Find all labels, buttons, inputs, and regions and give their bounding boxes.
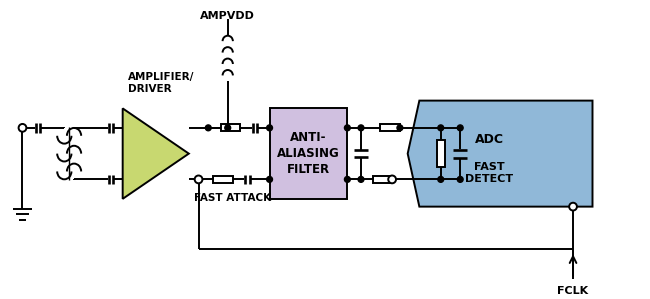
Polygon shape [123,109,188,199]
Text: FAST
DETECT: FAST DETECT [465,162,514,184]
Circle shape [458,125,463,131]
Circle shape [397,125,403,131]
Circle shape [358,125,364,131]
Circle shape [438,176,444,182]
Bar [372,176,392,183]
Circle shape [358,176,364,182]
Bar [213,176,233,183]
Bar [270,109,347,199]
Circle shape [388,176,396,183]
Text: ADC: ADC [475,132,504,146]
Circle shape [266,125,272,131]
Text: FAST ATTACK: FAST ATTACK [194,193,271,203]
Bar [380,124,400,131]
Circle shape [458,176,463,182]
Circle shape [19,124,27,132]
Circle shape [569,203,577,210]
Circle shape [344,176,350,182]
Circle shape [438,125,444,131]
Circle shape [266,176,272,182]
Text: ANTI-
ALIASING
FILTER: ANTI- ALIASING FILTER [277,131,340,176]
Polygon shape [408,100,593,207]
Circle shape [344,125,350,131]
Bar [221,124,240,131]
Circle shape [205,125,211,131]
Circle shape [194,176,202,183]
Text: AMPVDD: AMPVDD [200,11,255,21]
Bar [437,140,445,167]
Circle shape [225,125,231,131]
Text: FCLK: FCLK [558,286,589,296]
Text: AMPLIFIER/
DRIVER: AMPLIFIER/ DRIVER [127,72,194,94]
